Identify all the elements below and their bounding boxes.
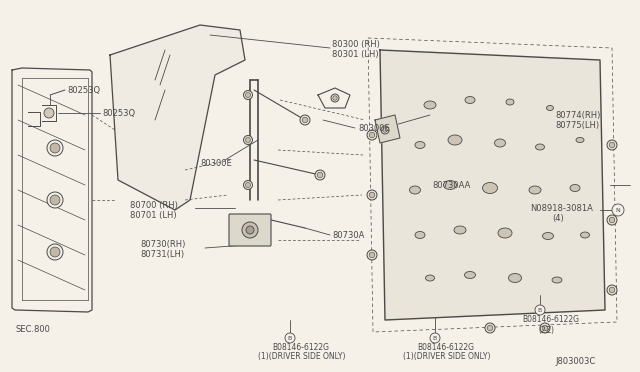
Text: 80253Q: 80253Q <box>102 109 135 118</box>
Circle shape <box>302 117 308 123</box>
Circle shape <box>609 287 615 293</box>
Circle shape <box>369 192 375 198</box>
Text: 80730(RH): 80730(RH) <box>140 241 186 250</box>
Text: 80301 (LH): 80301 (LH) <box>332 49 379 58</box>
Text: 80701 (LH): 80701 (LH) <box>130 211 177 219</box>
Text: B: B <box>288 336 292 340</box>
Text: 80300 (RH): 80300 (RH) <box>332 39 380 48</box>
Circle shape <box>369 132 375 138</box>
Circle shape <box>540 323 550 333</box>
Circle shape <box>317 172 323 178</box>
Circle shape <box>609 142 615 148</box>
Text: 80731(LH): 80731(LH) <box>140 250 184 260</box>
Circle shape <box>246 226 254 234</box>
Text: 80775(LH): 80775(LH) <box>555 121 599 129</box>
Polygon shape <box>375 115 400 143</box>
Circle shape <box>607 285 617 295</box>
Circle shape <box>612 204 624 216</box>
Ellipse shape <box>424 101 436 109</box>
Circle shape <box>487 325 493 331</box>
Circle shape <box>369 252 375 258</box>
Ellipse shape <box>498 228 512 238</box>
Ellipse shape <box>426 275 435 281</box>
Text: 80700 (RH): 80700 (RH) <box>130 201 178 209</box>
Ellipse shape <box>465 96 475 103</box>
Ellipse shape <box>410 186 420 194</box>
Text: N: N <box>616 208 620 212</box>
Ellipse shape <box>506 99 514 105</box>
Ellipse shape <box>415 231 425 238</box>
Circle shape <box>542 325 548 331</box>
Text: B: B <box>538 308 542 312</box>
Text: B: B <box>433 336 437 340</box>
Polygon shape <box>380 50 605 320</box>
Circle shape <box>535 305 545 315</box>
Text: (1)(DRIVER SIDE ONLY): (1)(DRIVER SIDE ONLY) <box>258 353 346 362</box>
FancyBboxPatch shape <box>229 214 271 246</box>
Ellipse shape <box>552 277 562 283</box>
Circle shape <box>50 195 60 205</box>
Circle shape <box>243 135 253 144</box>
Ellipse shape <box>495 139 506 147</box>
Circle shape <box>243 90 253 99</box>
Text: (2Z): (2Z) <box>538 326 554 334</box>
Text: N08918-3081A: N08918-3081A <box>530 203 593 212</box>
Circle shape <box>44 108 54 118</box>
Circle shape <box>47 140 63 156</box>
Ellipse shape <box>536 144 545 150</box>
Circle shape <box>607 215 617 225</box>
Text: 80730AA: 80730AA <box>432 180 470 189</box>
Circle shape <box>485 323 495 333</box>
Text: 80300E: 80300E <box>200 158 232 167</box>
Text: 80774(RH): 80774(RH) <box>555 110 600 119</box>
Ellipse shape <box>415 141 425 148</box>
Ellipse shape <box>448 135 462 145</box>
Circle shape <box>331 94 339 102</box>
Text: J803003C: J803003C <box>555 357 595 366</box>
Text: (4): (4) <box>552 214 564 222</box>
Text: 80253Q: 80253Q <box>67 86 100 94</box>
Text: B08146-6122G: B08146-6122G <box>522 315 579 324</box>
Text: (1)(DRIVER SIDE ONLY): (1)(DRIVER SIDE ONLY) <box>403 353 490 362</box>
Circle shape <box>367 130 377 140</box>
Circle shape <box>300 115 310 125</box>
Circle shape <box>242 222 258 238</box>
Ellipse shape <box>547 106 554 110</box>
Circle shape <box>381 126 389 134</box>
Circle shape <box>609 217 615 223</box>
Circle shape <box>246 138 250 142</box>
Circle shape <box>607 140 617 150</box>
Circle shape <box>315 170 325 180</box>
Circle shape <box>383 128 387 132</box>
Ellipse shape <box>454 226 466 234</box>
Circle shape <box>243 180 253 189</box>
Circle shape <box>47 192 63 208</box>
Circle shape <box>430 333 440 343</box>
Text: SEC.800: SEC.800 <box>15 326 50 334</box>
Circle shape <box>50 143 60 153</box>
Polygon shape <box>110 25 245 210</box>
Ellipse shape <box>529 186 541 194</box>
Circle shape <box>367 190 377 200</box>
Ellipse shape <box>509 273 522 282</box>
Ellipse shape <box>444 180 456 189</box>
Circle shape <box>246 183 250 187</box>
Circle shape <box>50 247 60 257</box>
Circle shape <box>285 333 295 343</box>
Ellipse shape <box>576 138 584 142</box>
Ellipse shape <box>465 272 476 279</box>
Ellipse shape <box>483 183 497 193</box>
Ellipse shape <box>570 185 580 192</box>
Text: B08146-6122G: B08146-6122G <box>417 343 474 353</box>
Text: 80730A: 80730A <box>332 231 364 240</box>
Ellipse shape <box>580 232 589 238</box>
Text: B08146-6122G: B08146-6122G <box>272 343 329 353</box>
Ellipse shape <box>543 232 554 240</box>
Circle shape <box>246 93 250 97</box>
Circle shape <box>47 244 63 260</box>
Circle shape <box>333 96 337 100</box>
Circle shape <box>367 250 377 260</box>
Text: 80300E: 80300E <box>358 124 390 132</box>
